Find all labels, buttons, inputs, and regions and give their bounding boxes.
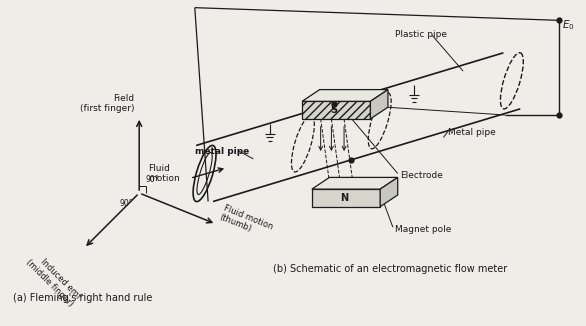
Text: Fluid
motion: Fluid motion [148,164,180,183]
Polygon shape [370,90,388,119]
Polygon shape [302,90,388,101]
Polygon shape [380,177,398,207]
Polygon shape [302,101,370,119]
Text: N: N [340,193,348,203]
Text: (a) Fleming's right hand rule: (a) Fleming's right hand rule [13,293,152,303]
Polygon shape [312,189,380,207]
Polygon shape [312,177,398,189]
Text: metal pipe: metal pipe [195,147,249,156]
Text: Induced emf
(middle finger): Induced emf (middle finger) [24,250,82,308]
Text: $E_0$: $E_0$ [561,18,574,32]
Text: Electrode: Electrode [400,170,442,180]
Text: Field
(first finger): Field (first finger) [80,94,134,113]
Text: Plastic pipe: Plastic pipe [395,30,447,39]
Text: Magnet pole: Magnet pole [395,225,451,234]
Text: 90°: 90° [145,175,159,185]
Text: Metal pipe: Metal pipe [448,128,496,137]
Text: 90°: 90° [120,199,133,208]
Text: (b) Schematic of an electromagnetic flow meter: (b) Schematic of an electromagnetic flow… [273,264,507,274]
Text: S: S [331,105,338,115]
Text: Fluid motion
(thumb): Fluid motion (thumb) [218,203,274,241]
